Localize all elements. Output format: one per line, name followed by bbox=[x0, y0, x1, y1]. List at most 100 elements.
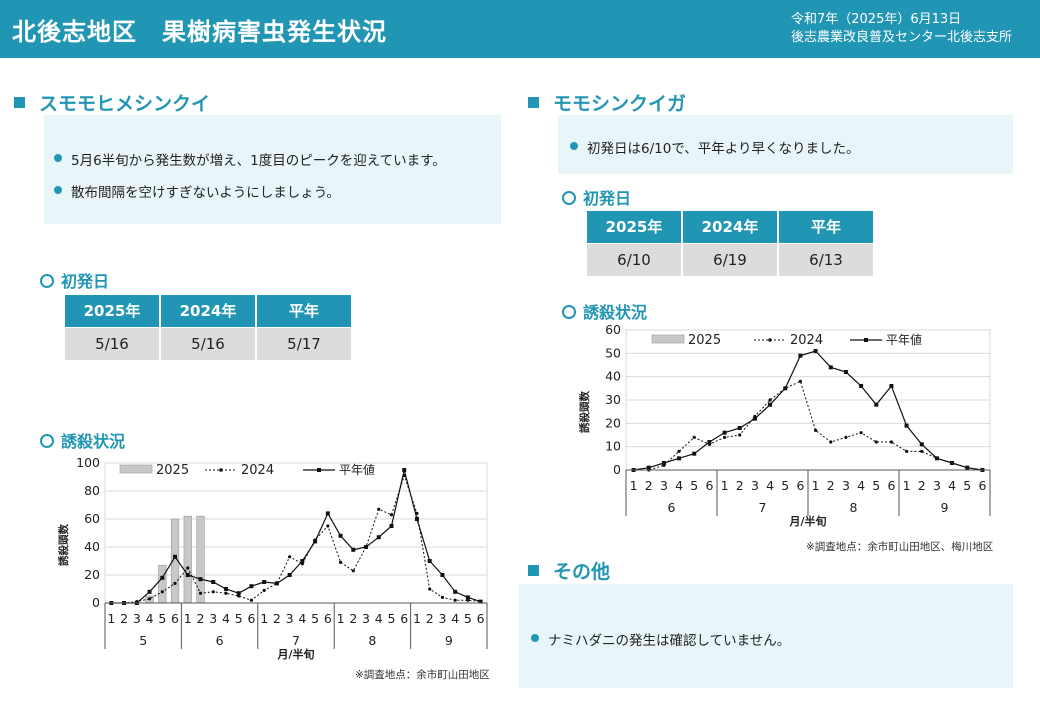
point-normal bbox=[223, 587, 228, 591]
left-trap-heading: 誘殺状況 bbox=[40, 428, 125, 452]
point-2024 bbox=[829, 440, 833, 444]
square-bullet-icon bbox=[528, 97, 539, 108]
month-label: 7 bbox=[759, 500, 767, 515]
bar-2025 bbox=[196, 515, 205, 604]
x-tick-label: 5 bbox=[872, 478, 880, 493]
point-normal bbox=[934, 456, 939, 461]
right-first-day-label: 初発日 bbox=[583, 189, 632, 208]
right-first-day-heading: 初発日 bbox=[562, 185, 631, 209]
x-tick-label: 6 bbox=[324, 611, 332, 626]
y-tick-label: 50 bbox=[605, 345, 621, 360]
x-tick-label: 1 bbox=[107, 611, 115, 626]
header-date: 令和7年（2025年）6月13日 後志農業改良普及センター北後志支所 bbox=[791, 11, 1012, 47]
square-bullet-icon bbox=[14, 97, 25, 108]
point-2024 bbox=[874, 440, 878, 444]
legend-label-2024: 2024 bbox=[241, 463, 274, 478]
point-normal bbox=[919, 442, 924, 447]
x-tick-label: 5 bbox=[311, 611, 319, 626]
x-tick-label: 4 bbox=[375, 611, 383, 626]
series-line-normal bbox=[111, 469, 481, 604]
point-normal bbox=[722, 430, 727, 435]
point-normal bbox=[287, 573, 292, 577]
x-tick-label: 2 bbox=[736, 478, 744, 493]
legend-label-normal: 平年値 bbox=[339, 462, 375, 477]
other-bullet-1: ナミハダニの発生は確認していません。 bbox=[531, 629, 790, 649]
point-normal bbox=[376, 535, 381, 540]
legend-label-2024: 2024 bbox=[790, 333, 823, 348]
point-normal bbox=[677, 456, 682, 461]
right-heading-text: モモシンクイガ bbox=[553, 93, 687, 115]
date-line: 令和7年（2025年）6月13日 bbox=[790, 12, 962, 27]
x-tick-label: 2 bbox=[349, 611, 357, 626]
left-bullet-2: 散布間隔を空けすぎないようにしましょう。 bbox=[54, 181, 446, 201]
left-heading-text: スモモヒメシンクイ bbox=[39, 93, 211, 115]
y-tick-label: 100 bbox=[76, 455, 100, 470]
x-tick-label: 4 bbox=[146, 611, 154, 626]
point-normal bbox=[185, 573, 190, 577]
office-line: 後志農業改良普及センター北後志支所 bbox=[790, 30, 1012, 45]
left-survey-note: ※調査地点：余市町山田地区 bbox=[355, 669, 490, 681]
point-2024 bbox=[904, 449, 909, 453]
legend-marker-2024 bbox=[219, 468, 223, 472]
left-trap-label: 誘殺状況 bbox=[61, 432, 126, 451]
point-normal bbox=[160, 575, 165, 580]
legend-label-normal: 平年値 bbox=[886, 332, 922, 347]
x-tick-label: 3 bbox=[438, 611, 446, 626]
left-first-day-label: 初発日 bbox=[61, 272, 110, 291]
x-tick-label: 5 bbox=[158, 611, 166, 626]
table-header-2024: 2024年 bbox=[161, 295, 255, 327]
x-tick-label: 2 bbox=[827, 478, 835, 493]
x-tick-label: 3 bbox=[660, 478, 668, 493]
legend-marker-2024 bbox=[768, 338, 772, 342]
month-label: 7 bbox=[292, 633, 300, 648]
point-normal bbox=[707, 440, 712, 444]
table-cell-2025: 6/10 bbox=[587, 244, 681, 276]
point-2024 bbox=[198, 591, 203, 595]
y-tick-label: 40 bbox=[605, 369, 621, 384]
y-tick-label: 80 bbox=[84, 483, 100, 498]
point-normal bbox=[300, 559, 305, 563]
point-normal bbox=[147, 589, 152, 594]
x-tick-label: 1 bbox=[903, 478, 911, 493]
table-header-normal: 平年 bbox=[779, 211, 873, 243]
x-tick-label: 6 bbox=[171, 611, 179, 626]
x-tick-label: 3 bbox=[362, 611, 370, 626]
month-label: 5 bbox=[139, 633, 147, 648]
x-tick-label: 3 bbox=[751, 478, 759, 493]
point-normal bbox=[783, 386, 788, 391]
table-header-2025: 2025年 bbox=[587, 211, 681, 243]
x-tick-label: 1 bbox=[812, 478, 820, 493]
x-tick-label: 2 bbox=[426, 611, 434, 626]
point-2024 bbox=[768, 398, 772, 402]
point-normal bbox=[692, 451, 697, 456]
x-tick-label: 3 bbox=[933, 478, 941, 493]
point-2024 bbox=[377, 507, 381, 511]
right-section-heading: モモシンクイガ bbox=[528, 89, 686, 116]
other-section-heading: その他 bbox=[528, 557, 610, 584]
point-2024 bbox=[186, 566, 190, 570]
point-normal bbox=[752, 416, 757, 421]
point-2024 bbox=[326, 524, 330, 528]
left-section-heading: スモモヒメシンクイ bbox=[14, 89, 210, 116]
point-2024 bbox=[428, 587, 432, 591]
point-2024 bbox=[173, 581, 177, 585]
month-label: 9 bbox=[941, 500, 949, 515]
series-line-2024 bbox=[111, 474, 481, 604]
point-2024 bbox=[920, 449, 924, 453]
y-axis-title: 誘殺頭数 bbox=[578, 391, 591, 433]
table-cell-normal: 5/17 bbox=[257, 328, 351, 360]
left-bullet-1: 5月6半旬から発生数が増え、1度目のピークを迎えています。 bbox=[54, 149, 446, 169]
point-normal bbox=[351, 547, 356, 552]
point-normal bbox=[889, 384, 894, 388]
point-normal bbox=[414, 517, 419, 521]
point-normal bbox=[440, 573, 445, 577]
point-normal bbox=[843, 370, 848, 374]
month-label: 9 bbox=[445, 633, 453, 648]
x-tick-label: 2 bbox=[273, 611, 281, 626]
bar-2025 bbox=[158, 564, 167, 604]
table-cell-normal: 6/13 bbox=[779, 244, 873, 276]
point-normal bbox=[364, 545, 369, 549]
right-info-box: 初発日は6/10で、平年より早くなりました。 bbox=[558, 115, 1013, 174]
legend-marker-normal bbox=[317, 468, 321, 472]
